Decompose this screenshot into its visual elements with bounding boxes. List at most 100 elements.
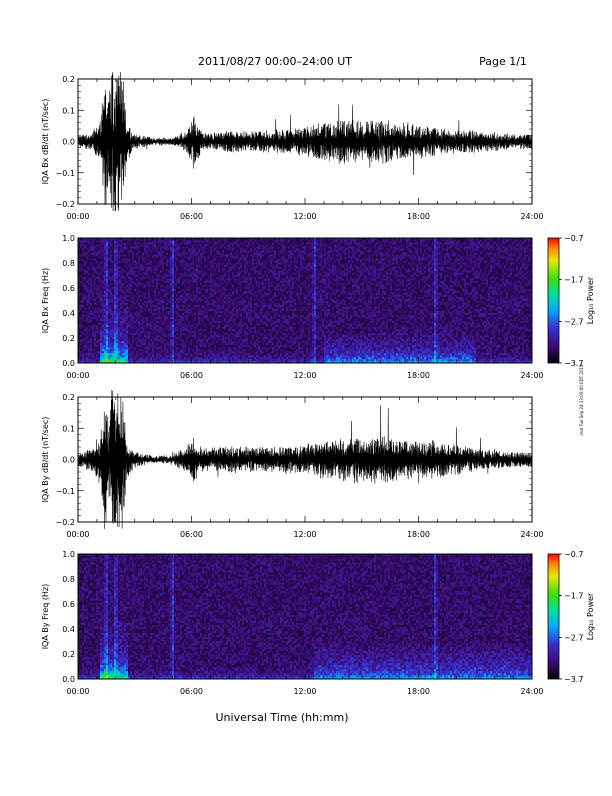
spectrogram-cell <box>166 240 168 242</box>
spectrogram-cell <box>204 280 206 282</box>
spectrogram-cell <box>128 311 130 313</box>
spectrogram-cell <box>214 317 216 319</box>
spectrogram-cell <box>228 301 230 303</box>
spectrogram-cell <box>138 280 140 282</box>
spectrogram-cell <box>154 240 156 242</box>
spectrogram-cell <box>186 270 188 272</box>
spectrogram-cell <box>124 274 126 276</box>
spectrogram-cell <box>134 266 136 268</box>
spectrogram-cell <box>132 349 134 351</box>
spectrogram-cell <box>114 355 116 357</box>
spectrogram-cell <box>90 244 92 246</box>
spectrogram-cell <box>214 290 216 292</box>
spectrogram-cell <box>184 296 186 298</box>
spectrogram-cell <box>194 349 196 351</box>
spectrogram-cell <box>224 319 226 321</box>
spectrogram-cell <box>230 274 232 276</box>
spectrogram-cell <box>100 254 102 256</box>
spectrogram-cell <box>138 337 140 339</box>
spectrogram-cell <box>96 292 98 294</box>
spectrogram-cell <box>160 343 162 345</box>
spectrogram-cell <box>168 286 170 288</box>
spectrogram-cell <box>86 313 88 315</box>
spectrogram-cell <box>148 260 150 262</box>
spectrogram-cell <box>116 317 118 319</box>
spectrogram-cell <box>166 323 168 325</box>
spectrogram-cell <box>136 240 138 242</box>
spectrogram-cell <box>116 333 118 335</box>
spectrogram-cell <box>106 343 108 345</box>
spectrogram-cell <box>168 274 170 276</box>
spectrogram-cell <box>144 347 146 349</box>
spectrogram-cell <box>218 290 220 292</box>
spectrogram-cell <box>164 274 166 276</box>
spectrogram-cell <box>170 264 172 266</box>
spectrogram-cell <box>178 349 180 351</box>
spectrogram-cell <box>94 256 96 258</box>
spectrogram-cell <box>114 296 116 298</box>
spectrogram-cell <box>98 260 100 262</box>
spectrogram-cell <box>190 280 192 282</box>
spectrogram-cell <box>206 359 208 361</box>
spectrogram-cell <box>218 296 220 298</box>
spectrogram-cell <box>96 280 98 282</box>
spectrogram-cell <box>114 313 116 315</box>
spectrogram-cell <box>136 319 138 321</box>
spectrogram-cell <box>228 248 230 250</box>
spectrogram-cell <box>92 296 94 298</box>
spectrogram-cell <box>132 317 134 319</box>
spectrogram-cell <box>172 276 174 278</box>
spectrogram-cell <box>124 307 126 309</box>
spectrogram-cell <box>202 353 204 355</box>
y-tick-label: −0.2 <box>56 200 75 209</box>
spectrogram-cell <box>168 349 170 351</box>
spectrogram-cell <box>162 329 164 331</box>
spectrogram-cell <box>188 254 190 256</box>
spectrogram-cell <box>96 337 98 339</box>
spectrogram-cell <box>232 274 234 276</box>
spectrogram-cell <box>136 313 138 315</box>
spectrogram-cell <box>170 313 172 315</box>
spectrogram-cell <box>98 343 100 345</box>
spectrogram-cell <box>178 353 180 355</box>
spectrogram-cell <box>214 250 216 252</box>
spectrogram-cell <box>82 270 84 272</box>
spectrogram-cell <box>156 256 158 258</box>
spectrogram-cell <box>112 296 114 298</box>
spectrogram-cell <box>224 284 226 286</box>
spectrogram-cell <box>84 274 86 276</box>
spectrogram-cell <box>102 290 104 292</box>
spectrogram-cell <box>194 327 196 329</box>
spectrogram-cell <box>146 248 148 250</box>
spectrogram-cell <box>96 286 98 288</box>
spectrogram-cell <box>148 280 150 282</box>
spectrogram-cell <box>202 290 204 292</box>
spectrogram-cell <box>112 333 114 335</box>
spectrogram-cell <box>106 313 108 315</box>
spectrogram-cell <box>104 270 106 272</box>
spectrogram-cell <box>110 274 112 276</box>
spectrogram-cell <box>224 329 226 331</box>
spectrogram-cell <box>84 355 86 357</box>
spectrogram-cell <box>158 266 160 268</box>
spectrogram-cell <box>198 359 200 361</box>
spectrogram-cell <box>128 329 130 331</box>
spectrogram-cell <box>120 327 122 329</box>
spectrogram-cell <box>212 260 214 262</box>
spectrogram-cell <box>96 347 98 349</box>
spectrogram-cell <box>128 319 130 321</box>
spectrogram-cell <box>200 349 202 351</box>
spectrogram-cell <box>122 250 124 252</box>
spectrogram-cell <box>120 292 122 294</box>
spectrogram-cell <box>174 250 176 252</box>
spectrogram-cell <box>132 276 134 278</box>
spectrogram-cell <box>144 250 146 252</box>
spectrogram-cell <box>112 250 114 252</box>
spectrogram-cell <box>150 327 152 329</box>
spectrogram-cell <box>114 311 116 313</box>
spectrogram-cell <box>98 266 100 268</box>
spectrogram-cell <box>122 301 124 303</box>
spectrogram-cell <box>166 296 168 298</box>
spectrogram-cell <box>180 355 182 357</box>
spectrogram-cell <box>206 349 208 351</box>
